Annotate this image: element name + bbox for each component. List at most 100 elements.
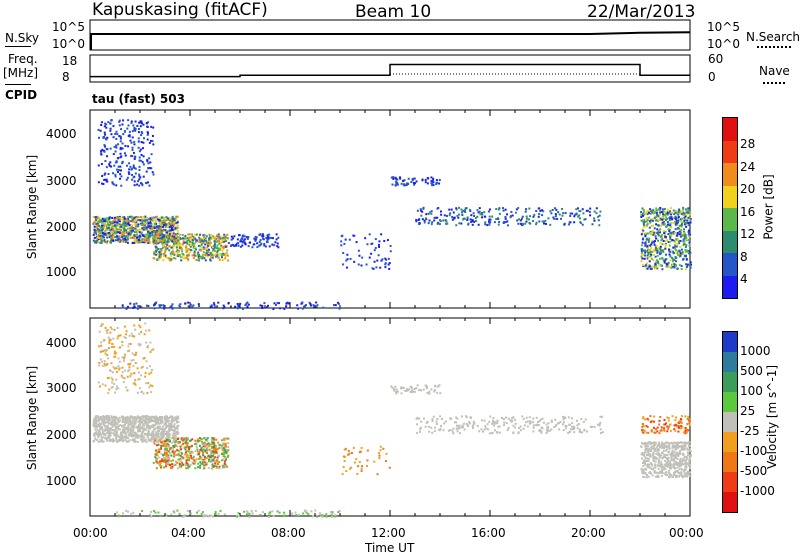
power-echo (539, 210, 541, 212)
power-echo (182, 237, 184, 239)
power-echo (301, 301, 303, 303)
power-echo (197, 259, 199, 261)
power-echo (125, 155, 127, 157)
velocity-echo (149, 342, 151, 344)
power-echo (93, 229, 95, 231)
velocity-echo (105, 327, 107, 329)
velocity-echo (466, 416, 468, 418)
velocity-echo (466, 423, 468, 425)
velocity-echo (151, 349, 153, 351)
velocity-echo (190, 455, 192, 457)
velocity-echo (165, 440, 167, 442)
velocity-echo (166, 448, 168, 450)
power-echo (550, 212, 552, 214)
velocity-echo (569, 431, 571, 433)
power-echo (136, 216, 138, 218)
power-echo (569, 221, 571, 223)
velocity-echo (132, 438, 134, 440)
velocity-echo (175, 461, 177, 463)
power-echo (162, 259, 164, 261)
power-echo (134, 239, 136, 241)
power-echo (444, 214, 446, 216)
power-echo (101, 163, 103, 165)
velocity-echo (95, 438, 97, 440)
power-echo (378, 240, 380, 242)
power-echo (155, 254, 157, 256)
power-echo (520, 219, 522, 221)
velocity-echo (548, 422, 550, 424)
power-echo (154, 236, 156, 238)
power-echo (449, 214, 451, 216)
power-echo (662, 258, 664, 260)
velocity-echo (168, 420, 170, 422)
power-echo (148, 223, 150, 225)
velocity-echo (514, 426, 516, 428)
velocity-echo (134, 432, 136, 434)
power-echo (481, 214, 483, 216)
power-echo (561, 215, 563, 217)
power-echo (285, 305, 287, 307)
velocity-echo (563, 418, 565, 420)
power-echo (403, 179, 405, 181)
power-echo (431, 223, 433, 225)
power-echo (208, 242, 210, 244)
velocity-echo (467, 425, 469, 427)
velocity-echo (503, 418, 505, 420)
power-echo (481, 216, 483, 218)
velocity-echo (134, 423, 136, 425)
power-echo (675, 228, 677, 230)
power-echo (652, 210, 654, 212)
velocity-echo (115, 388, 117, 390)
power-echo (184, 303, 186, 305)
power-echo (518, 218, 520, 220)
power-echo (378, 254, 380, 256)
power-echo (495, 218, 497, 220)
velocity-echo (547, 428, 549, 430)
power-echo (128, 224, 130, 226)
velocity-echo (130, 423, 132, 425)
power-echo (216, 255, 218, 257)
power-echo (173, 221, 175, 223)
power-echo (489, 208, 491, 210)
velocity-echo (163, 466, 165, 468)
power-echo (669, 210, 671, 212)
power-echo (98, 229, 100, 231)
power-echo (214, 240, 216, 242)
power-echo (135, 121, 137, 123)
velocity-echo (413, 388, 415, 390)
power-echo (162, 240, 164, 242)
power-echo (547, 217, 549, 219)
power-echo (150, 224, 152, 226)
power-echo (649, 260, 651, 262)
velocity-echo (511, 417, 513, 419)
velocity-echo (173, 423, 175, 425)
velocity-echo (94, 422, 96, 424)
power-echo (118, 238, 120, 240)
velocity-echo (415, 387, 417, 389)
power-echo (366, 264, 368, 266)
velocity-echo (199, 461, 201, 463)
power-echo (397, 184, 399, 186)
power-echo (687, 264, 689, 266)
power-echo (690, 267, 692, 269)
power-echo (209, 240, 211, 242)
velocity-echo (103, 350, 105, 352)
velocity-echo (430, 427, 432, 429)
velocity-echo (150, 391, 152, 393)
power-echo (689, 264, 691, 266)
velocity-echo (117, 327, 119, 329)
velocity-echo (112, 424, 114, 426)
power-echo (375, 266, 377, 268)
power-echo (140, 306, 142, 308)
velocity-echo (173, 425, 175, 427)
velocity-echo (181, 462, 183, 464)
power-echo (661, 219, 663, 221)
power-echo (497, 218, 499, 220)
power-echo (110, 123, 112, 125)
power-echo (641, 252, 643, 254)
velocity-echo (113, 416, 115, 418)
power-echo (163, 308, 165, 310)
velocity-echo (221, 439, 223, 441)
power-echo (128, 171, 130, 173)
